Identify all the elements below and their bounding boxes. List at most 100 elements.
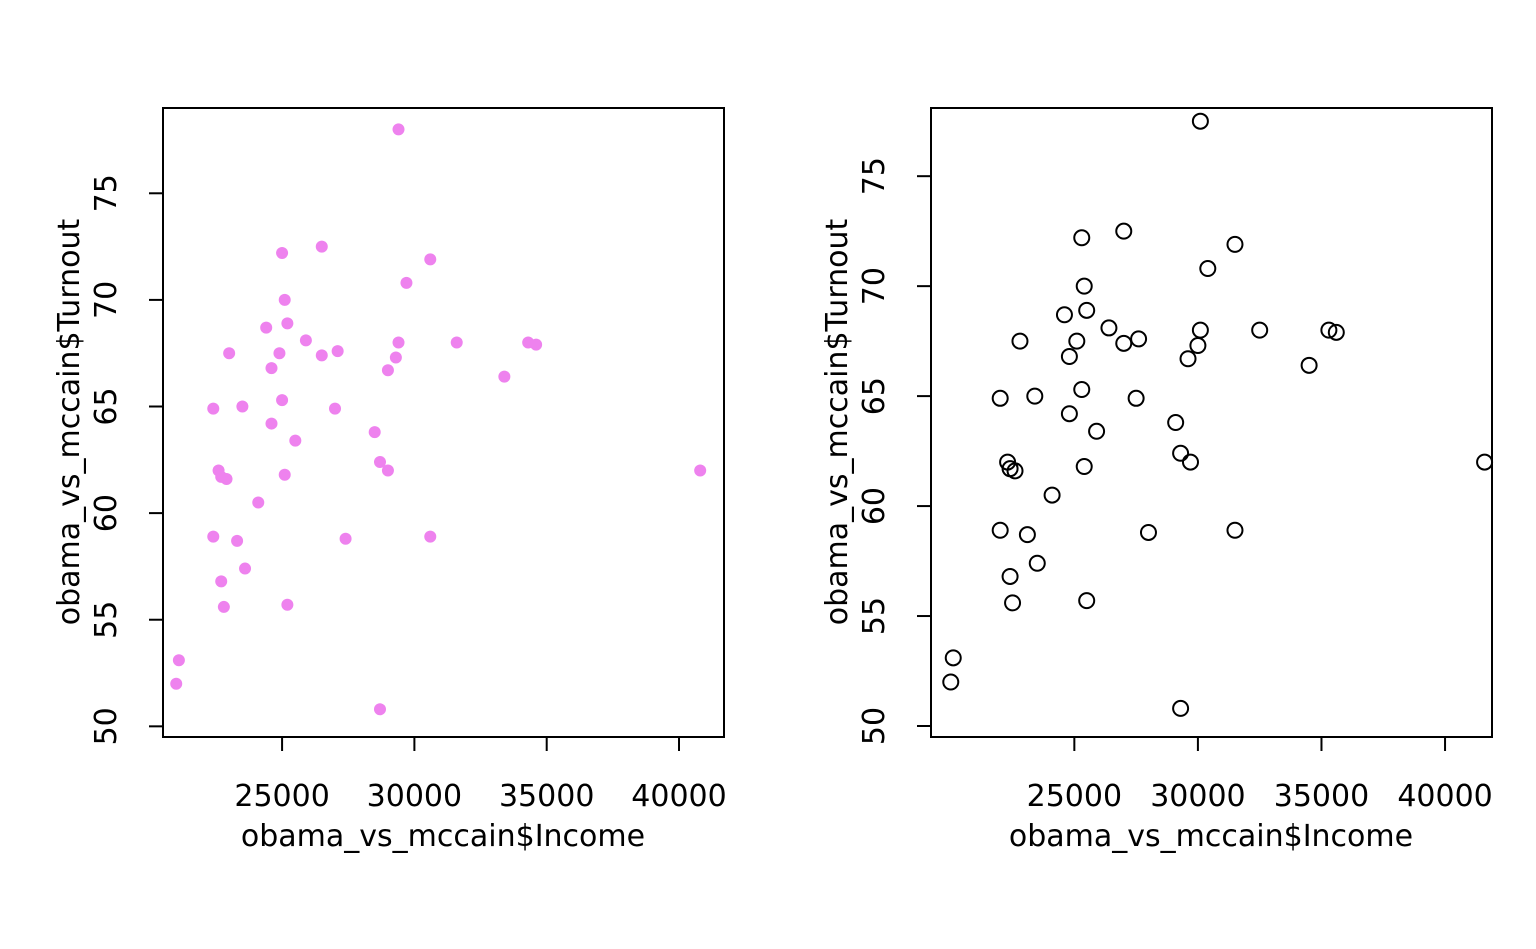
right-data-point (1179, 350, 1197, 368)
right-x-axis-label: obama_vs_mccain$Income (1009, 819, 1413, 854)
left-data-point (289, 434, 302, 447)
left-data-point (299, 334, 312, 347)
left-data-point (381, 464, 394, 477)
right-data-point (1226, 235, 1244, 253)
left-data-point (281, 598, 294, 611)
right-data-point (1191, 321, 1209, 339)
right-y-tick-label: 65 (857, 377, 892, 415)
right-y-tick-label: 60 (857, 487, 892, 525)
left-y-tick-label: 75 (89, 174, 124, 212)
left-data-point (215, 575, 228, 588)
right-data-point (991, 389, 1009, 407)
right-data-point (1026, 387, 1044, 405)
right-data-point (1073, 229, 1091, 247)
left-data-point (276, 246, 289, 259)
left-data-point (329, 402, 342, 415)
right-data-point (1189, 337, 1207, 355)
left-data-point (530, 338, 543, 351)
left-data-point (368, 426, 381, 439)
left-data-point (217, 600, 230, 613)
left-y-tick-label: 50 (89, 707, 124, 745)
left-data-point (281, 317, 294, 330)
right-data-point (1075, 457, 1093, 475)
right-data-point (1300, 356, 1318, 374)
left-scatter-plot: obama_vs_mccain$Income obama_vs_mccain$T… (52, 107, 727, 854)
left-data-point (276, 394, 289, 407)
right-data-point (1320, 321, 1338, 339)
right-data-point (1226, 521, 1244, 539)
left-data-point (220, 473, 233, 486)
left-data-point (278, 468, 291, 481)
left-y-axis-label: obama_vs_mccain$Turnout (52, 218, 87, 625)
left-data-point (373, 455, 386, 468)
right-data-point (1055, 306, 1073, 324)
left-x-tick-label: 25000 (234, 779, 329, 814)
right-data-point (1001, 567, 1019, 585)
left-data-point (392, 336, 405, 349)
right-x-tick-label: 35000 (1274, 779, 1369, 814)
left-data-point (236, 400, 249, 413)
left-y-tick-label: 60 (89, 494, 124, 532)
right-y-tick-label: 50 (857, 707, 892, 745)
left-data-point (207, 530, 220, 543)
left-data-point (265, 362, 278, 375)
right-data-point (944, 649, 962, 667)
right-data-point (1078, 592, 1096, 610)
right-data-point (1043, 486, 1061, 504)
left-data-point (400, 276, 413, 289)
left-data-point (389, 351, 402, 364)
left-data-point (339, 532, 352, 545)
left-x-tick-label: 40000 (631, 779, 726, 814)
left-data-point (278, 293, 291, 306)
right-data-point (1068, 332, 1086, 350)
right-data-point (991, 521, 1009, 539)
left-data-point (207, 402, 220, 415)
left-data-point (260, 321, 273, 334)
right-data-point (1327, 323, 1345, 341)
left-data-point (239, 562, 252, 575)
left-data-point (170, 677, 183, 690)
right-data-point (1172, 699, 1190, 717)
right-data-point (1075, 277, 1093, 295)
right-x-tick-label: 30000 (1150, 779, 1245, 814)
left-x-axis-label: obama_vs_mccain$Income (241, 819, 645, 854)
right-data-point (1018, 526, 1036, 544)
right-data-point (1167, 414, 1185, 431)
left-data-point (172, 654, 185, 667)
left-x-tick-label: 35000 (499, 779, 594, 814)
left-y-tick-label: 70 (89, 281, 124, 319)
right-data-point (1139, 523, 1157, 541)
left-data-point (252, 496, 265, 509)
left-data-point (231, 534, 244, 547)
right-x-tick-label: 25000 (1027, 779, 1122, 814)
right-data-point (1115, 334, 1133, 352)
left-plot-frame (162, 107, 725, 738)
right-data-point (1100, 319, 1118, 337)
left-data-point (265, 417, 278, 430)
right-data-point (1060, 405, 1078, 423)
right-y-tick-label: 55 (857, 597, 892, 635)
right-data-point (1073, 381, 1091, 399)
left-data-point (331, 345, 344, 358)
right-data-point (1011, 332, 1029, 350)
right-data-point (1127, 389, 1145, 407)
left-data-point (223, 347, 236, 360)
right-data-point (1060, 348, 1078, 366)
left-y-tick-label: 55 (89, 601, 124, 639)
left-y-tick-label: 65 (89, 387, 124, 425)
right-data-point (1006, 462, 1024, 480)
right-data-point (1251, 321, 1269, 339)
right-y-axis-label: obama_vs_mccain$Turnout (820, 218, 855, 625)
left-data-point (694, 464, 707, 477)
right-data-point (1181, 453, 1199, 471)
left-data-point (315, 349, 328, 362)
right-plot-frame (930, 107, 1493, 738)
left-data-point (424, 253, 437, 266)
right-data-point (1028, 554, 1046, 572)
left-data-point (450, 336, 463, 349)
right-data-point (1078, 301, 1096, 319)
left-x-tick-label: 30000 (367, 779, 462, 814)
right-x-tick-label: 40000 (1397, 779, 1492, 814)
right-data-point (1476, 453, 1494, 471)
